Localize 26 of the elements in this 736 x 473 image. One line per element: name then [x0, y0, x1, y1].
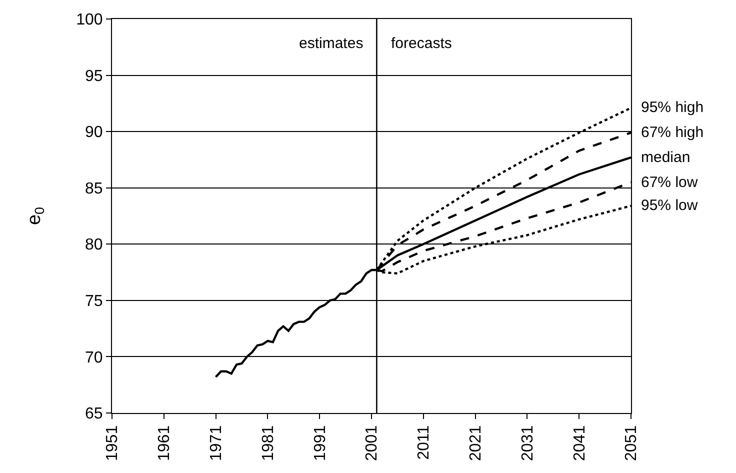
x-tick-label: 2041 — [571, 425, 588, 461]
x-tick-label: 1971 — [208, 425, 225, 461]
x-tick-label: 2011 — [416, 425, 433, 460]
series-label: 67% low — [641, 174, 698, 191]
series-label: median — [641, 149, 690, 166]
x-tick-label: 1961 — [156, 425, 174, 461]
x-tick-label: 2051 — [623, 425, 640, 461]
series-label: 95% high — [641, 99, 704, 116]
y-tick-label: 70 — [85, 349, 103, 366]
annotation: estimates — [299, 35, 364, 52]
y-tick-label: 80 — [85, 236, 103, 254]
y-tick-label: 85 — [85, 180, 103, 198]
x-tick-label: 1991 — [312, 425, 329, 461]
series-label: 67% high — [641, 124, 704, 141]
x-tick-label: 2021 — [468, 425, 484, 461]
x-tick-label: 1951 — [104, 425, 122, 461]
y-tick-label: 65 — [85, 406, 103, 423]
y-tick-label: 90 — [85, 124, 103, 142]
x-tick-label: 2031 — [519, 425, 536, 461]
annotation: forecasts — [391, 35, 452, 52]
y-tick-label: 95 — [85, 68, 103, 85]
y-tick-label: 100 — [76, 12, 103, 29]
x-tick-label: 1981 — [260, 425, 277, 461]
series-label: 95% low — [641, 197, 698, 214]
y-tick-label: 75 — [85, 293, 103, 310]
x-tick-label: 2001 — [364, 425, 381, 461]
